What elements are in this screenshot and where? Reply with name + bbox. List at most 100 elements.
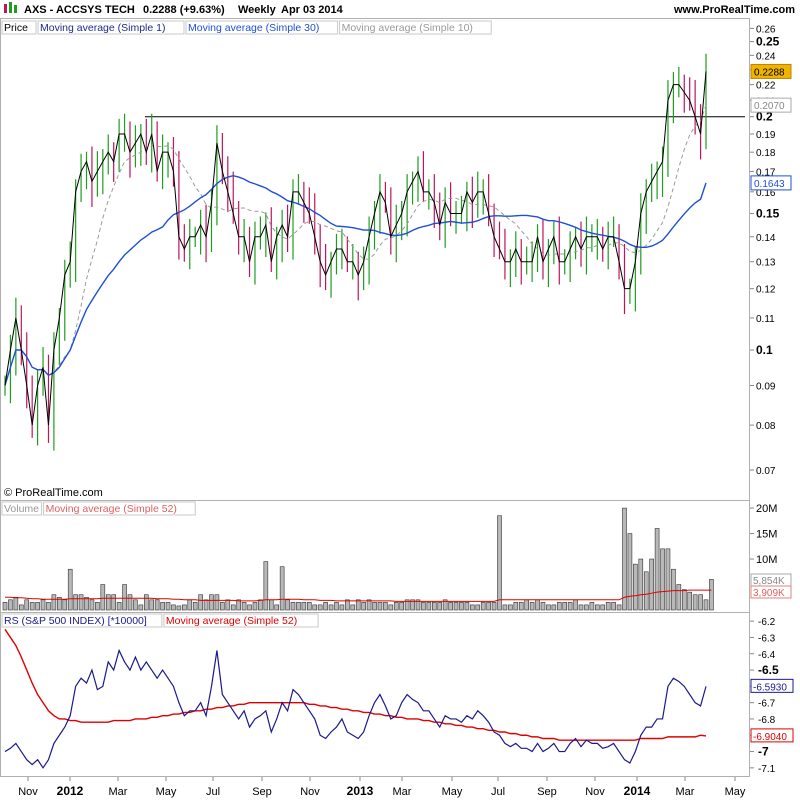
- volume-bar: [225, 599, 231, 611]
- rs-line: [4, 648, 707, 769]
- price-tick-label: 0.22: [756, 81, 776, 92]
- volume-bar: [252, 602, 258, 611]
- x-tick-label: Mar: [393, 786, 412, 798]
- volume-bar: [57, 596, 62, 611]
- volume-bar: [605, 602, 611, 611]
- price-legend-entry: Moving average (Simple 10): [342, 22, 473, 34]
- volume-bar: [633, 563, 638, 611]
- ma30-line: [4, 175, 707, 386]
- volume-bar: [138, 604, 144, 611]
- volume-tick-label: 10M: [756, 554, 777, 566]
- x-tick-label: May: [725, 786, 746, 798]
- volume-bar: [681, 589, 687, 611]
- volume-bar: [149, 599, 155, 611]
- volume-bar: [459, 602, 464, 611]
- volume-bar: [100, 584, 106, 611]
- volume-bar: [24, 599, 30, 611]
- x-tick-label: Mar: [676, 786, 695, 798]
- volume-bar: [361, 602, 366, 611]
- x-tick-label: Jul: [491, 786, 505, 798]
- volume-bar: [616, 604, 622, 611]
- volume-legend-box: [43, 501, 196, 516]
- volume-bar: [698, 594, 703, 611]
- volume-bar: [95, 602, 100, 611]
- volume-bar: [165, 602, 171, 611]
- rs-y-axis: -6.2-6.3-6.4-6.5-6.6-6.7-6.8-6.9-7-7.1: [750, 617, 779, 775]
- volume-bar: [453, 602, 459, 611]
- volume-bar: [448, 602, 453, 611]
- volume-bar: [562, 602, 568, 611]
- volume-bar: [421, 602, 426, 611]
- volume-bar: [437, 602, 443, 611]
- ma30-tag: 0.1643: [754, 179, 785, 190]
- header-site[interactable]: www.ProRealTime.com: [673, 4, 795, 16]
- price-tick-label: 0.14: [756, 233, 776, 244]
- volume-bar: [143, 594, 149, 611]
- price-tick-label: 0.16: [756, 188, 776, 199]
- rs-legend: RS (S&P 500 INDEX) [*10000] Moving averag…: [1, 613, 319, 628]
- volume-bar: [692, 594, 698, 611]
- volume-bar: [312, 604, 318, 611]
- price-legend-entry: Price: [4, 22, 28, 34]
- volume-bar: [584, 604, 589, 611]
- volume-bar: [703, 599, 709, 611]
- volume-bar: [556, 602, 562, 611]
- volume-bar: [355, 599, 361, 611]
- volume-bar: [160, 602, 165, 611]
- x-tick-label: Nov: [300, 786, 320, 798]
- volume-bar: [399, 602, 404, 611]
- volume-bar: [78, 594, 84, 611]
- volume-bar: [595, 604, 600, 611]
- volume-bar: [279, 566, 285, 611]
- volume-bar: [415, 599, 421, 611]
- volume-bar: [62, 599, 68, 611]
- volume-bar: [578, 604, 584, 611]
- header-icon: [4, 2, 17, 13]
- price-tick-label: 0.24: [756, 51, 776, 62]
- volume-bar: [46, 602, 51, 611]
- volume-bar: [73, 594, 78, 611]
- rs-panel-frame: [0, 612, 750, 777]
- volume-bar: [524, 599, 529, 611]
- price-panel-frame: [0, 18, 750, 501]
- price-tick-label: 0.1: [756, 343, 773, 357]
- header-bar: [0, 0, 800, 18]
- volume-bar: [497, 515, 502, 611]
- x-tick-label: Nov: [18, 786, 38, 798]
- volume-bar: [388, 604, 394, 611]
- header-date: Apr 03 2014: [281, 4, 344, 16]
- volume-bar: [464, 602, 470, 611]
- volume-bar: [643, 571, 649, 611]
- rs-tick-label: -7.1: [758, 764, 776, 775]
- volume-bar: [611, 602, 616, 611]
- volume-bar: [529, 602, 535, 611]
- volume-bar: [116, 602, 122, 611]
- volume-bar: [350, 604, 356, 611]
- volume-last-tag: 5,854K: [753, 576, 785, 587]
- volume-bar: [236, 599, 241, 611]
- x-tick-label: Mar: [109, 786, 128, 798]
- volume-bar: [660, 548, 665, 611]
- volume-tick-label: 15M: [756, 529, 777, 541]
- price-tags: 0.2288 0.2070 0.1643: [750, 63, 792, 191]
- x-tick-label: Sep: [252, 786, 272, 798]
- volume-bar: [339, 604, 345, 611]
- rs-ma-tag-box: [750, 728, 794, 743]
- price-tick-label: 0.11: [756, 314, 775, 325]
- rs-last-tag: -6.5930: [753, 682, 787, 693]
- volume-bar: [540, 602, 546, 611]
- volume-bar: [508, 604, 513, 611]
- volume-bar: [334, 602, 339, 611]
- price-tick-label: 0.13: [756, 258, 776, 269]
- price-tick-label: 0.2: [756, 110, 773, 124]
- volume-ma-tag: 3,909K: [753, 588, 785, 599]
- header-period: Weekly: [238, 4, 277, 16]
- volume-legend-entry: Moving average (Simple 52): [46, 503, 177, 515]
- volume-bar: [290, 602, 296, 611]
- x-tick-label: 2013: [347, 784, 374, 798]
- volume-bar: [84, 596, 89, 611]
- volume-bar: [535, 599, 540, 611]
- volume-bar: [192, 602, 198, 611]
- volume-y-axis: 20M 15M 10M: [750, 503, 777, 566]
- volume-bar: [366, 599, 372, 611]
